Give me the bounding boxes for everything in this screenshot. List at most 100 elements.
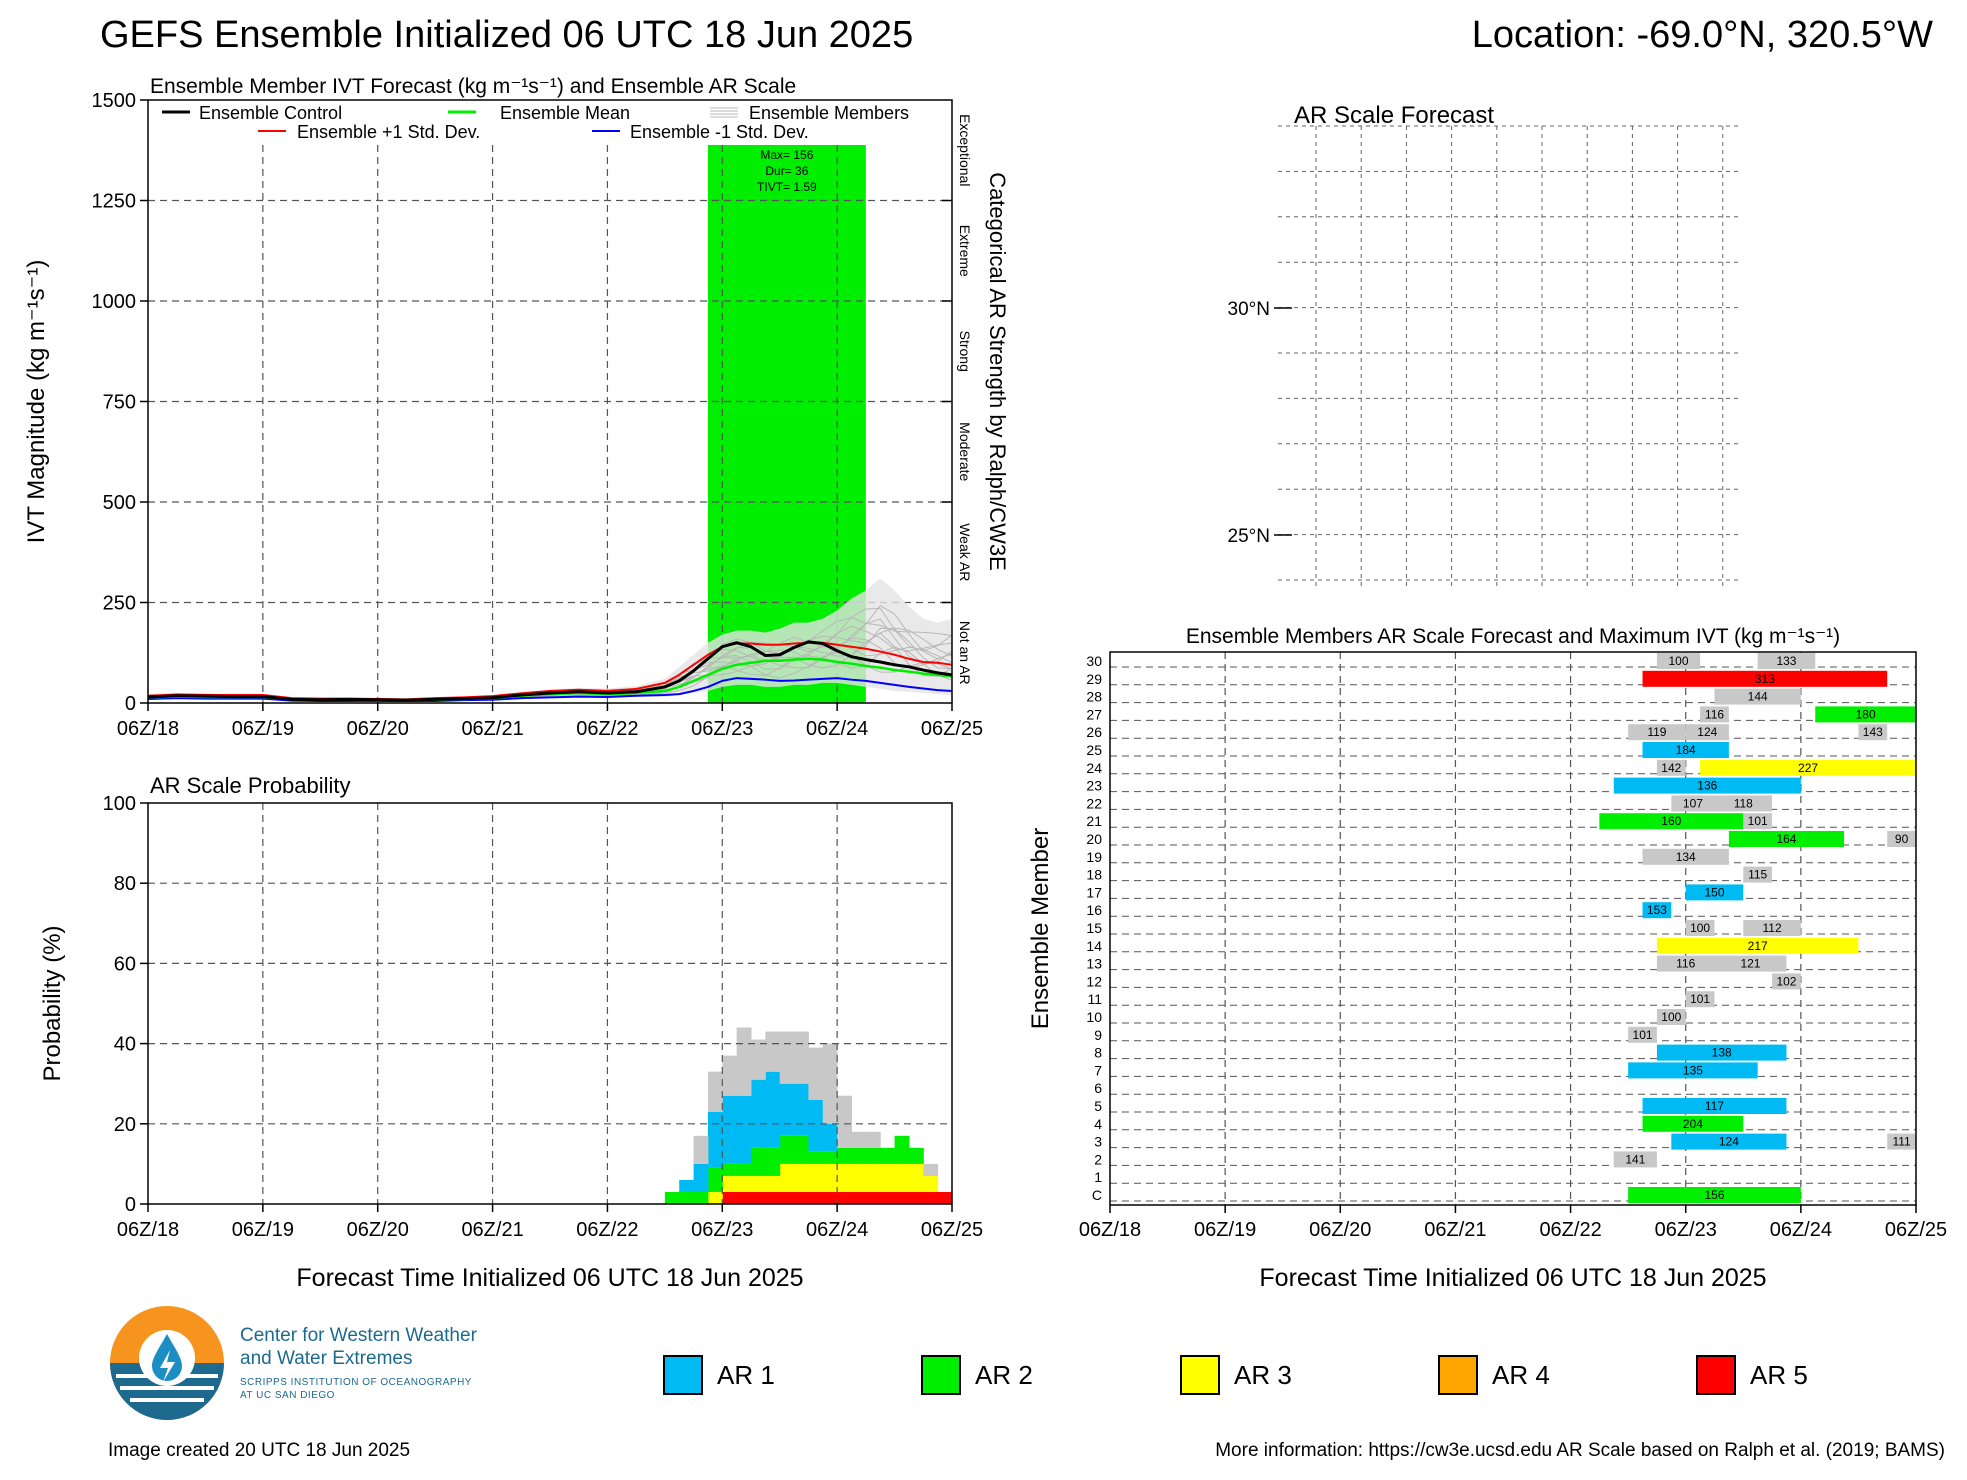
member-label: 22 <box>1086 795 1102 811</box>
prob-bar-ar2 <box>736 1163 752 1176</box>
prob-bar-ar5 <box>736 1191 752 1204</box>
member-event-label: 142 <box>1661 761 1681 775</box>
category-label: Strong <box>957 331 973 372</box>
member-label: C <box>1092 1187 1102 1203</box>
x-tick-label: 06Z/20 <box>347 718 409 740</box>
prob-bar-ar3 <box>908 1163 924 1192</box>
member-label: 7 <box>1094 1062 1102 1078</box>
prob-bar-none <box>693 1135 709 1164</box>
prob-bar-ar5 <box>722 1191 738 1204</box>
prob-bar-ar2 <box>908 1147 924 1164</box>
member-event-bar <box>1815 706 1916 723</box>
legend-item-ar2: AR 2 <box>921 1354 1033 1396</box>
prob-bar-ar5 <box>837 1191 852 1204</box>
member-event-label: 116 <box>1705 707 1724 721</box>
member-event-label: 217 <box>1748 939 1768 953</box>
member-event-bar <box>1642 848 1729 865</box>
legend-label-mean: Ensemble Mean <box>500 103 630 123</box>
member-label: 26 <box>1086 724 1102 740</box>
panel4-frame <box>1109 651 1917 1206</box>
member-event-bar <box>1656 759 1686 776</box>
x-tick-label: 06Z/21 <box>461 1219 523 1241</box>
member-label: 12 <box>1086 973 1102 989</box>
series-line-control <box>147 640 953 702</box>
x-tick-label: 06Z/25 <box>1885 1219 1947 1241</box>
category-label: Extreme <box>957 225 973 277</box>
legend-label-control: Ensemble Control <box>199 103 342 123</box>
category-label: Exceptional <box>957 114 973 186</box>
member-event-bar <box>1656 653 1701 669</box>
member-event-bar <box>1656 937 1859 954</box>
member-label: 11 <box>1087 991 1102 1007</box>
map-lat-label: 30°N <box>1228 299 1270 320</box>
member-event-bar <box>1656 1009 1686 1025</box>
legend-label-members: Ensemble Members <box>749 103 909 123</box>
prob-bar-ar5 <box>880 1191 896 1204</box>
prob-bar-ar2 <box>679 1191 695 1204</box>
prob-bar-ar3 <box>822 1163 838 1192</box>
member-event-bar <box>1887 831 1916 847</box>
member-event-bar <box>1642 1115 1744 1132</box>
prob-bar-none <box>923 1163 939 1176</box>
prob-bar-ar5 <box>808 1191 824 1204</box>
prob-bar-ar3 <box>794 1163 809 1192</box>
prob-bar-ar2 <box>894 1135 910 1164</box>
member-event-bar <box>1743 866 1773 883</box>
member-event-bar <box>1757 653 1816 669</box>
member-event-bar <box>1685 724 1729 741</box>
member-label: 14 <box>1086 938 1102 954</box>
prob-bar-ar1 <box>722 1095 738 1164</box>
member-label: 27 <box>1086 706 1102 722</box>
x-tick-label: 06Z/23 <box>1655 1219 1717 1241</box>
prob-bar-ar2 <box>693 1191 709 1204</box>
prob-bar-ar2 <box>765 1147 781 1176</box>
legend-label-ar3: AR 3 <box>1234 1359 1292 1390</box>
member-event-bar <box>1685 884 1744 901</box>
member-event-label: 160 <box>1661 814 1681 828</box>
member-event-label: 100 <box>1669 654 1689 668</box>
x-tick-label: 06Z/19 <box>232 1219 294 1241</box>
member-event-bar <box>1887 1133 1916 1150</box>
x-tick-label: 06Z/24 <box>806 1219 868 1241</box>
legend-swatch-ar3 <box>1180 1355 1220 1395</box>
member-label: 8 <box>1094 1045 1102 1061</box>
prob-bar-none <box>765 1031 781 1072</box>
member-label: 29 <box>1086 671 1102 687</box>
panel2-frame <box>147 802 953 1205</box>
legend-item-ar4: AR 4 <box>1438 1354 1550 1396</box>
member-label: 18 <box>1086 867 1102 883</box>
member-event-label: 138 <box>1712 1046 1732 1060</box>
member-event-bar <box>1714 795 1773 812</box>
member-event-label: 164 <box>1776 832 1796 846</box>
prob-bar-ar5 <box>765 1191 781 1204</box>
y-tick-label: 80 <box>114 873 136 895</box>
prob-bar-ar1 <box>779 1083 795 1136</box>
y-tick-label: 1500 <box>92 90 137 112</box>
x-tick-label: 06Z/19 <box>232 718 294 740</box>
prob-bar-ar5 <box>794 1191 809 1204</box>
x-tick-label: 06Z/18 <box>117 1219 179 1241</box>
member-event-bar <box>1685 991 1715 1008</box>
x-tick-label: 06Z/20 <box>1309 1219 1371 1241</box>
member-label: 5 <box>1094 1098 1102 1114</box>
member-event-label: 144 <box>1748 690 1768 704</box>
y-tick-label: 40 <box>114 1034 136 1056</box>
x-tick-label: 06Z/20 <box>347 1219 409 1241</box>
y-tick-label: 750 <box>103 392 136 414</box>
member-event-label: 90 <box>1895 832 1909 846</box>
prob-bar-ar3 <box>707 1191 723 1204</box>
legend-swatch-ar4 <box>1438 1355 1478 1395</box>
prob-bar-ar5 <box>894 1191 910 1204</box>
logo-text-line3: SCRIPPS INSTITUTION OF OCEANOGRAPHY <box>240 1377 472 1388</box>
prob-bar-ar2 <box>794 1135 809 1164</box>
member-event-label: 101 <box>1690 992 1710 1006</box>
prob-bar-ar3 <box>837 1163 852 1192</box>
prob-bar-ar5 <box>923 1191 939 1204</box>
more-info-note: More information: https://cw3e.ucsd.edu … <box>1215 1440 1945 1461</box>
prob-bar-none <box>808 1047 824 1100</box>
member-label: 10 <box>1086 1009 1102 1025</box>
legend-label-plus: Ensemble +1 Std. Dev. <box>297 122 480 142</box>
member-event-label: 204 <box>1683 1117 1703 1131</box>
logo-text-line2: and Water Extremes <box>240 1348 413 1369</box>
